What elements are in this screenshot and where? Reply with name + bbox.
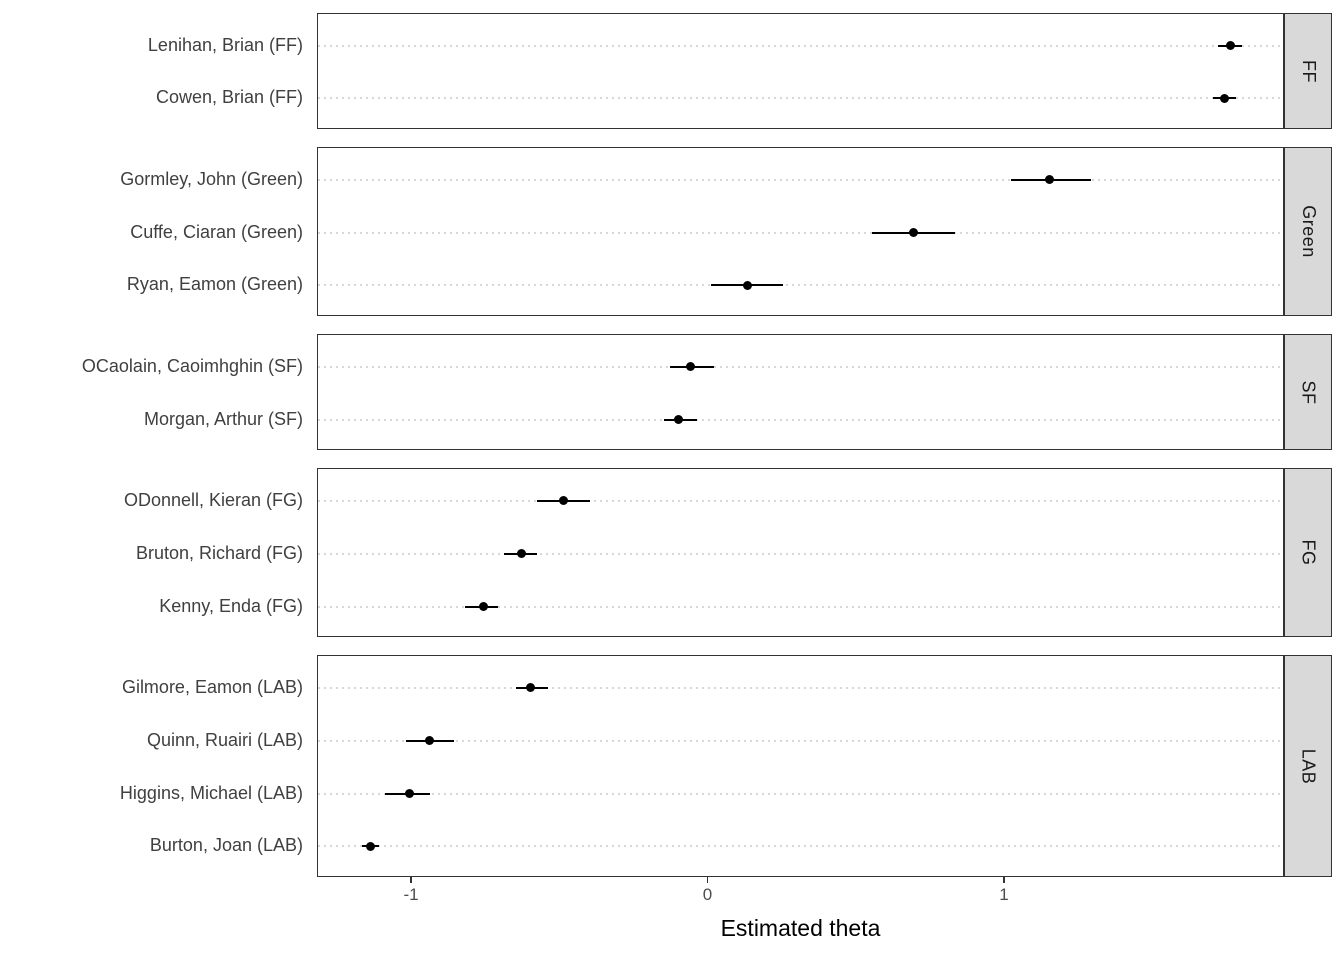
facet-strip-ff: FF [1284, 13, 1332, 130]
x-axis-title: Estimated theta [720, 915, 881, 941]
point-estimate [365, 841, 375, 851]
point-estimate [404, 789, 414, 798]
point-estimate [558, 496, 568, 506]
point-estimate [674, 415, 684, 425]
point-estimate [517, 549, 527, 559]
point-estimate [425, 736, 435, 746]
gridline [318, 284, 1283, 287]
gridline [318, 499, 1283, 502]
point-estimate [478, 602, 488, 612]
row-label: Burton, Joan (LAB) [149, 835, 303, 856]
row-label: Higgins, Michael (LAB) [119, 782, 303, 803]
gridline [318, 418, 1283, 421]
facet-strip-label: FG [1298, 539, 1319, 566]
point-estimate [686, 362, 696, 372]
gridline [318, 97, 1283, 100]
row-label: Ryan, Eamon (Green) [126, 274, 303, 295]
x-axis-tick [410, 877, 412, 883]
row-label: Quinn, Ruairi (LAB) [146, 729, 303, 750]
facet-strip-green: Green [1284, 147, 1332, 317]
point-estimate [1219, 93, 1229, 103]
facet-strip-label: LAB [1298, 748, 1319, 784]
gridline [318, 792, 1283, 795]
row-label: ODonnell, Kieran (FG) [123, 489, 303, 510]
row-label: Bruton, Richard (FG) [135, 542, 303, 563]
x-axis-tick-label: 0 [702, 885, 713, 904]
row-label: Gilmore, Eamon (LAB) [121, 676, 303, 697]
x-axis-tick-label: -1 [403, 885, 419, 904]
row-label: Cuffe, Ciaran (Green) [130, 221, 303, 242]
facet-panel-lab [317, 655, 1284, 877]
x-axis-tick-label: 1 [999, 885, 1009, 904]
row-label: Lenihan, Brian (FF) [147, 34, 303, 55]
gridline [318, 845, 1283, 848]
gridline [318, 739, 1283, 742]
point-estimate [1225, 41, 1235, 51]
facet-panel-green [317, 147, 1284, 317]
facet-strip-label: SF [1298, 380, 1319, 405]
x-axis-tick [706, 877, 709, 883]
facet-strip-label: FF [1298, 59, 1319, 83]
facet-strip-fg: FG [1284, 468, 1332, 638]
row-label: Cowen, Brian (FF) [155, 87, 303, 108]
gridline [318, 605, 1283, 608]
gridline [318, 178, 1283, 181]
point-estimate [908, 228, 918, 238]
point-estimate [1044, 175, 1054, 185]
gridline [318, 231, 1283, 234]
row-label: Morgan, Arthur (SF) [143, 408, 303, 429]
point-estimate [526, 683, 536, 693]
gridline [318, 686, 1283, 689]
gridline [318, 365, 1283, 368]
row-label: OCaolain, Caoimhghin (SF) [81, 355, 303, 376]
gridline [318, 44, 1283, 47]
x-axis-tick [1003, 877, 1005, 883]
row-label: Kenny, Enda (FG) [159, 595, 303, 616]
facet-strip-sf: SF [1284, 334, 1332, 451]
facet-strip-lab: LAB [1284, 655, 1332, 877]
facet-panel-ff [317, 13, 1284, 130]
row-label: Gormley, John (Green) [120, 168, 303, 189]
facet-strip-label: Green [1298, 205, 1319, 258]
facet-panel-sf [317, 334, 1284, 451]
facet-panel-fg [317, 468, 1284, 638]
point-estimate [742, 280, 752, 290]
gridline [318, 552, 1283, 555]
